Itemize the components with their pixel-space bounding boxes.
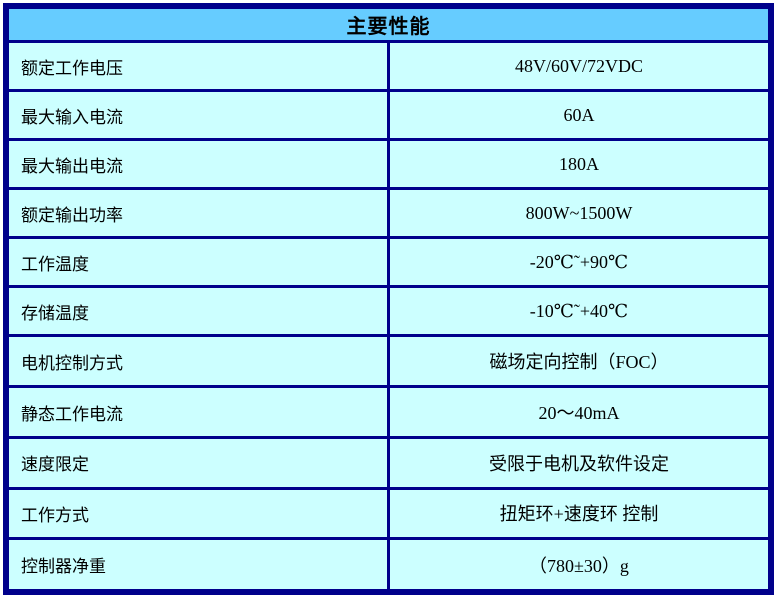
spec-label: 最大输出电流	[4, 138, 390, 191]
spec-value: -10℃˜+40℃	[387, 285, 773, 338]
table-row: 控制器净重 （780±30）g	[4, 537, 773, 594]
table-row: 速度限定 受限于电机及软件设定	[4, 435, 773, 490]
spec-label: 存储温度	[4, 285, 390, 338]
table-row: 工作方式 扭矩环+速度环 控制	[4, 486, 773, 541]
table-header-row: 主要性能	[4, 4, 773, 43]
spec-table-frame: 主要性能 额定工作电压 48V/60V/72VDC 最大输入电流 60A 最大输出电流 1…	[3, 3, 774, 595]
spec-value: 扭矩环+速度环 控制	[387, 486, 773, 541]
spec-label: 控制器净重	[4, 537, 390, 594]
spec-value: -20℃˜+90℃	[387, 236, 773, 289]
table-row: 工作温度 -20℃˜+90℃	[4, 236, 773, 289]
spec-value: 20～40mA	[387, 385, 773, 439]
table-title: 主要性能	[4, 4, 773, 43]
spec-label: 额定工作电压	[4, 39, 390, 93]
spec-table: 主要性能 额定工作电压 48V/60V/72VDC 最大输入电流 60A 最大输出电流 1…	[3, 3, 774, 595]
table-row: 最大输出电流 180A	[4, 138, 773, 191]
spec-table-body: 额定工作电压 48V/60V/72VDC 最大输入电流 60A 最大输出电流 180A 额定…	[4, 39, 773, 594]
spec-label: 额定输出功率	[4, 187, 390, 240]
spec-label: 最大输入电流	[4, 89, 390, 142]
spec-label: 工作温度	[4, 236, 390, 289]
spec-value: 受限于电机及软件设定	[387, 435, 773, 490]
spec-value: 48V/60V/72VDC	[387, 39, 773, 93]
spec-value: （780±30）g	[387, 537, 773, 594]
table-row: 最大输入电流 60A	[4, 89, 773, 142]
table-row: 额定输出功率 800W~1500W	[4, 187, 773, 240]
spec-label: 静态工作电流	[4, 385, 390, 439]
spec-label: 电机控制方式	[4, 334, 390, 389]
spec-value: 60A	[387, 89, 773, 142]
spec-value: 磁场定向控制（FOC）	[387, 334, 773, 389]
table-row: 存储温度 -10℃˜+40℃	[4, 285, 773, 338]
spec-value: 800W~1500W	[387, 187, 773, 240]
spec-label: 速度限定	[4, 435, 390, 490]
table-row: 额定工作电压 48V/60V/72VDC	[4, 39, 773, 93]
spec-label: 工作方式	[4, 486, 390, 541]
spec-value: 180A	[387, 138, 773, 191]
table-row: 电机控制方式 磁场定向控制（FOC）	[4, 334, 773, 389]
table-row: 静态工作电流 20～40mA	[4, 385, 773, 439]
